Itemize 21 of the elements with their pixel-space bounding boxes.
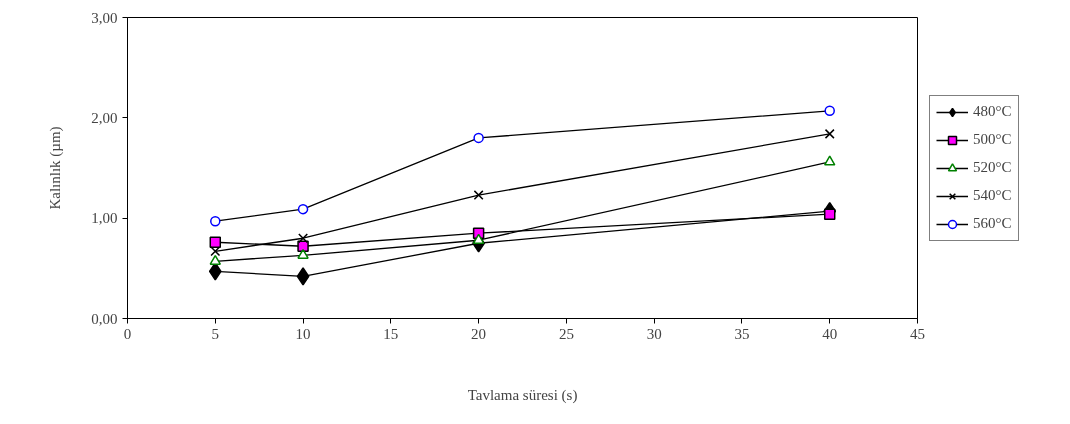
x-tick-label: 40	[822, 325, 838, 342]
x-tick-label: 10	[295, 325, 311, 342]
y-tick-label: 1,00	[91, 210, 118, 227]
y-tick-label: 3,00	[91, 9, 118, 26]
y-axis-title: Kalınlık (µm)	[47, 126, 65, 210]
y-tick-label: 2,00	[91, 109, 118, 126]
x-axis-title: Tavlama süresi (s)	[467, 386, 578, 404]
legend-label: 500°C	[973, 131, 1012, 148]
x-tick-label: 5	[211, 325, 220, 342]
x-tick-label: 35	[734, 325, 750, 342]
legend-label: 480°C	[973, 103, 1012, 120]
legend-label: 560°C	[973, 215, 1012, 232]
x-tick-label: 45	[910, 325, 925, 342]
x-tick-label: 20	[471, 325, 487, 342]
legend-label: 540°C	[973, 187, 1012, 204]
x-tick-label: 15	[383, 325, 399, 342]
legend-label: 520°C	[973, 159, 1012, 176]
x-tick-label: 30	[646, 325, 662, 342]
y-tick-label: 0,00	[91, 310, 118, 327]
x-tick-label: 25	[558, 325, 574, 342]
x-tick-label: 0	[123, 325, 132, 342]
